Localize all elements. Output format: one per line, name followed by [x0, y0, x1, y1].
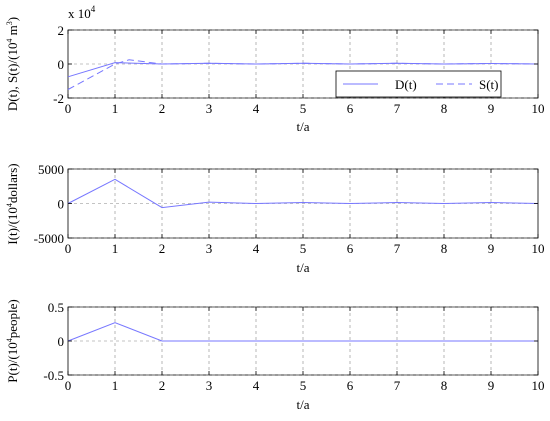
series-line-2-1	[67, 178, 539, 209]
x-axis-label-3: t/a	[297, 397, 310, 412]
series-layer-1	[67, 59, 539, 90]
x-tick-label: 4	[253, 101, 260, 116]
x-tick-label: 9	[488, 378, 495, 393]
x-tick-label: 1	[112, 241, 119, 256]
y-axis-label-3: P(t)/(104people)	[5, 299, 20, 382]
x-tick-label: 10	[532, 241, 545, 256]
x-tick-label: 6	[347, 101, 354, 116]
x-axis-label-1: t/a	[297, 119, 310, 134]
exp-sup: 4	[91, 4, 96, 14]
legend-label-s: S(t)	[479, 77, 499, 92]
series-line-3-1	[67, 322, 538, 342]
x-tick-label: 5	[300, 101, 307, 116]
x-tick-label: 3	[206, 241, 213, 256]
ticks-1: 0 1 2 3 4 5 6 7 8 9 10-202	[53, 23, 544, 116]
x-tick-label: 8	[441, 241, 448, 256]
x-tick-label: 0	[65, 378, 72, 393]
x-tick-label: 2	[159, 378, 166, 393]
exp-x: x 10	[68, 6, 91, 21]
y-tick-label: -5000	[34, 231, 64, 246]
y-exponent-label: x 104	[68, 4, 96, 21]
series-layer-3	[67, 322, 538, 342]
series-line-st	[67, 59, 539, 90]
x-tick-label: 7	[394, 378, 401, 393]
y-tick-label: 2	[58, 23, 65, 38]
x-tick-label: 4	[253, 241, 260, 256]
x-tick-label: 7	[394, 241, 401, 256]
x-tick-label: 1	[112, 101, 119, 116]
x-tick-label: 2	[159, 101, 166, 116]
x-tick-label: 5	[300, 378, 307, 393]
ticks-3: 0 1 2 3 4 5 6 7 8 9 10-0.500.5	[43, 300, 544, 393]
x-axis-label-2: t/a	[297, 260, 310, 275]
y-tick-label: 5000	[38, 162, 64, 177]
panel-1: 0 1 2 3 4 5 6 7 8 9 10-202 x 104 t/a D(t), S(t)/(1…	[5, 4, 545, 134]
x-tick-label: 1	[112, 378, 119, 393]
x-tick-label: 8	[441, 378, 448, 393]
y-axis-label-2: I(t)/(104dollars)	[5, 163, 20, 244]
y-tick-label: 0	[58, 334, 65, 349]
y-tick-label: 0	[58, 197, 65, 212]
x-tick-label: 3	[206, 378, 213, 393]
y-tick-label: -0.5	[43, 368, 64, 383]
y-tick-label: 0	[58, 57, 65, 72]
x-tick-label: 10	[532, 101, 545, 116]
y-axis-label-1: D(t), S(t)/(104 m3)	[5, 17, 20, 111]
x-tick-label: 8	[441, 101, 448, 116]
legend: D(t) S(t)	[335, 70, 502, 98]
x-tick-label: 9	[488, 241, 495, 256]
x-tick-label: 0	[65, 101, 72, 116]
x-tick-label: 6	[347, 241, 354, 256]
x-tick-label: 5	[300, 241, 307, 256]
x-tick-label: 0	[65, 241, 72, 256]
x-tick-label: 10	[532, 378, 545, 393]
panel-3: 0 1 2 3 4 5 6 7 8 9 10-0.500.5 t/a P(t)/(104people…	[5, 299, 545, 412]
y-tick-label: -2	[53, 91, 64, 106]
y-tick-label: 0.5	[48, 300, 64, 315]
x-tick-label: 7	[394, 101, 401, 116]
legend-label-d: D(t)	[395, 77, 417, 92]
series-layer-2	[67, 178, 539, 209]
x-tick-label: 9	[488, 101, 495, 116]
x-tick-label: 4	[253, 378, 260, 393]
x-tick-label: 6	[347, 378, 354, 393]
x-tick-label: 3	[206, 101, 213, 116]
x-tick-label: 2	[159, 241, 166, 256]
